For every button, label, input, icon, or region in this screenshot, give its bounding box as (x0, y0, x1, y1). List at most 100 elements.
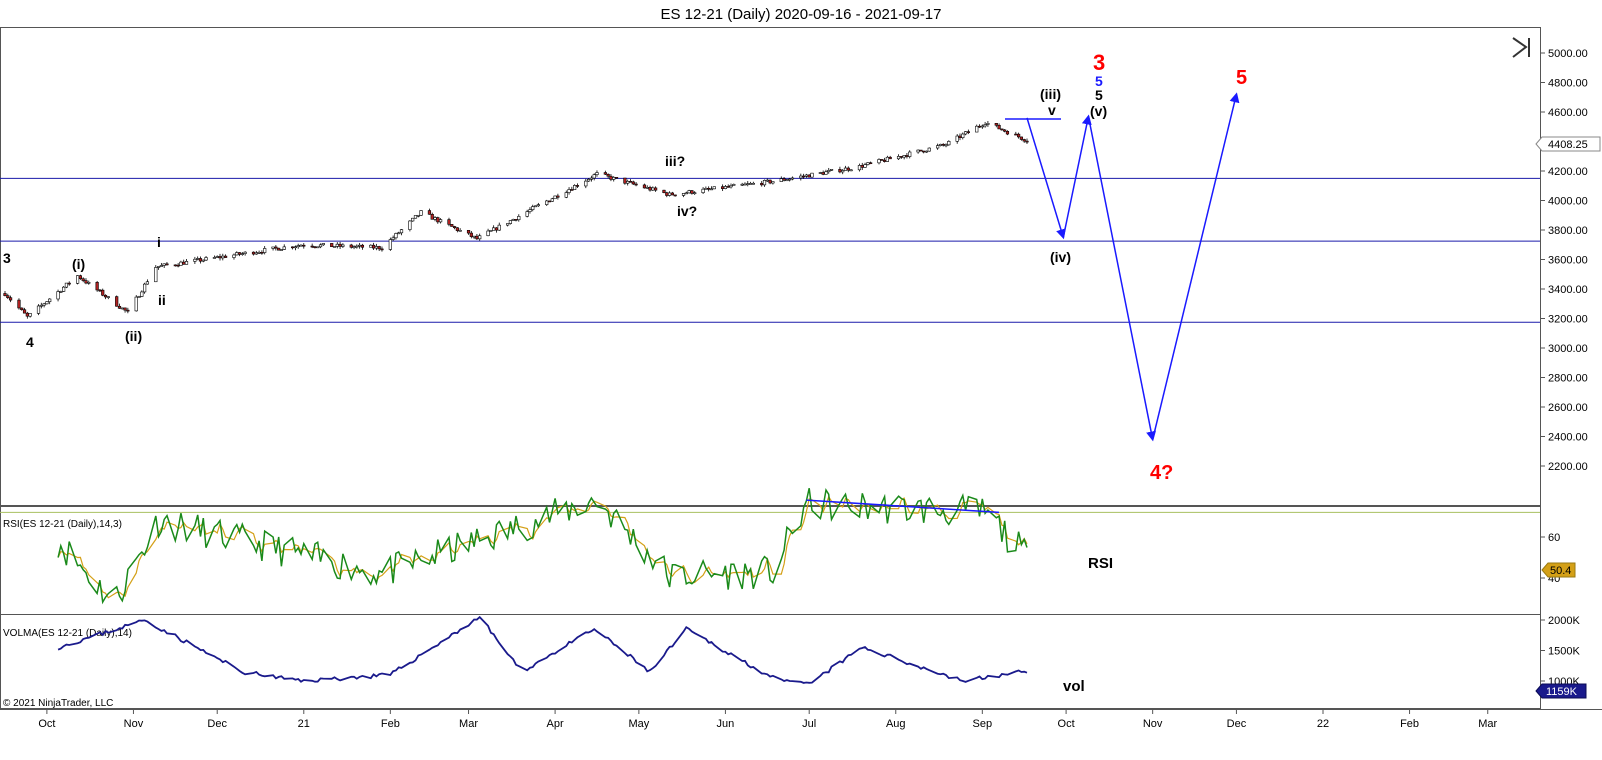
current-price-label: 4408.25 (1548, 139, 1588, 151)
candle-body (291, 246, 295, 249)
candle (779, 176, 783, 182)
vol-axis-tick: 2000K (1540, 615, 1580, 627)
candle-body (693, 192, 697, 194)
candle (684, 191, 688, 195)
candle (380, 246, 384, 252)
candle (667, 191, 672, 197)
candle (829, 169, 834, 171)
x-tick-label: Nov (124, 718, 144, 730)
candle (573, 184, 577, 190)
x-axis-tick: Dec (1227, 709, 1247, 730)
candle-body (1003, 129, 1007, 132)
candle-body (173, 264, 177, 267)
candle (762, 179, 767, 187)
x-axis-tick: 22 (1317, 709, 1329, 730)
candle (908, 150, 912, 159)
candle (525, 209, 529, 218)
candle (1014, 131, 1018, 136)
candle (165, 262, 169, 266)
projection-arrow (1151, 92, 1240, 440)
vol-current-value-label: 1159K (1546, 686, 1578, 698)
candle-body (316, 246, 320, 249)
candle (673, 194, 677, 197)
scroll-to-end-icon[interactable] (1512, 37, 1530, 58)
candle (595, 170, 599, 177)
candle-body (704, 188, 708, 190)
candle (609, 173, 613, 182)
candle (589, 175, 593, 182)
x-axis-tick: Oct (1058, 709, 1075, 730)
candle-body (215, 256, 219, 258)
candle (768, 179, 772, 185)
candle (316, 246, 320, 249)
candle-body (293, 246, 298, 249)
candle (8, 295, 13, 303)
candle-body (455, 227, 459, 231)
candle (1005, 130, 1010, 136)
price-axis-tick: 3200.00 (1540, 314, 1588, 326)
candle (447, 217, 451, 227)
candle (204, 256, 208, 262)
candle-body (162, 263, 166, 266)
candle-body (944, 144, 948, 147)
candle-body (95, 282, 99, 291)
projected-wave-path (1026, 92, 1240, 442)
candle-body (919, 149, 923, 152)
candle-body (606, 173, 610, 177)
candle (760, 180, 764, 187)
candle-body (712, 186, 716, 190)
candle-body (567, 189, 571, 193)
candle-body (408, 220, 412, 230)
candle-body (514, 219, 518, 221)
candle-body (296, 245, 300, 248)
candle-body (494, 227, 499, 231)
candle (335, 242, 339, 249)
candle-body (804, 174, 809, 177)
rsi-plot (0, 487, 1540, 605)
projection-arrow (1062, 114, 1092, 238)
candle-body (352, 246, 356, 249)
candle (899, 156, 903, 159)
candle (159, 262, 163, 267)
candle (997, 123, 1001, 130)
candle-body (115, 296, 119, 307)
candle (176, 263, 180, 268)
vol-plot (57, 615, 1028, 684)
candle (623, 177, 627, 185)
candle (584, 178, 588, 189)
candle (536, 202, 540, 207)
candle-body (628, 181, 633, 183)
candle-body (469, 232, 473, 237)
candle (198, 256, 203, 264)
price-axis-tick: 3800.00 (1540, 225, 1588, 237)
candle (799, 173, 803, 181)
candle-body (106, 296, 110, 298)
candle (42, 302, 46, 308)
candle-body (436, 217, 440, 223)
candle (330, 243, 334, 247)
price-tick-label: 3200.00 (1548, 314, 1588, 326)
candle (857, 163, 862, 172)
candle-body (824, 171, 828, 175)
candle-body (117, 305, 122, 309)
x-tick-label: Feb (381, 718, 400, 730)
candle (545, 199, 549, 206)
wave-label-5-black: 5 (1095, 87, 1103, 103)
candle-body (302, 244, 306, 247)
candle (106, 296, 110, 300)
candle-body (553, 195, 557, 200)
price-axis-tick: 2200.00 (1540, 461, 1588, 473)
candle-body (556, 195, 560, 198)
x-axis-tick: Nov (124, 709, 144, 730)
wave-label-iv-q: iv? (677, 203, 697, 219)
candle-body (145, 281, 150, 285)
candle (603, 170, 607, 176)
candle (869, 161, 873, 165)
candle-body (838, 169, 842, 173)
candle (506, 223, 510, 227)
candle-body (936, 145, 940, 149)
candle-body (1000, 128, 1004, 131)
candle-body (846, 167, 850, 171)
candle-body (64, 282, 69, 288)
candle-body (263, 248, 267, 253)
